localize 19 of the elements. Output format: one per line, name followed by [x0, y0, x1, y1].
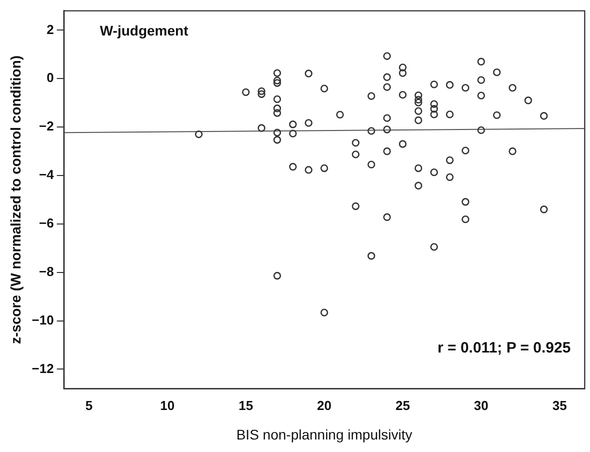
x-tick-label: 35: [552, 398, 567, 413]
x-tick-label: 15: [238, 398, 254, 413]
x-tick-label: 5: [85, 398, 93, 413]
x-tick-label: 20: [317, 398, 332, 413]
x-tick-label: 25: [395, 398, 410, 413]
y-tick-label: −12: [32, 360, 54, 376]
y-tick-label: −10: [32, 312, 54, 328]
y-tick-label: −6: [39, 215, 54, 230]
y-tick-label: −4: [39, 167, 55, 182]
y-axis-title: z-score (W normalized to control condition): [7, 55, 24, 344]
x-axis-title: BIS non-planning impulsivity: [236, 426, 412, 442]
annotation: r = 0.011; P = 0.925: [438, 340, 571, 357]
x-tick-label: 30: [474, 398, 488, 413]
y-tick-label: −8: [39, 264, 54, 279]
text: W-judgement: [100, 22, 189, 39]
y-tick-label: 0: [46, 70, 54, 86]
y-tick-label: −2: [39, 118, 54, 134]
y-tick-label: 2: [46, 22, 54, 37]
x-tick-label: 10: [160, 398, 175, 413]
